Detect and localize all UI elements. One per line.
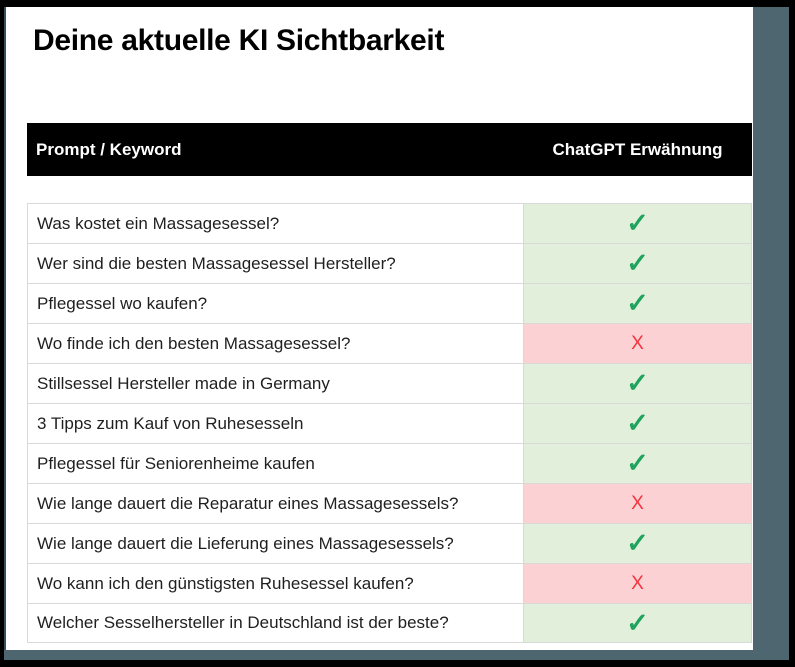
check-icon: ✓ bbox=[626, 528, 649, 558]
mention-cell: ✓ bbox=[523, 603, 752, 643]
prompt-cell: Wie lange dauert die Reparatur eines Mas… bbox=[27, 483, 523, 523]
mention-cell: ✓ bbox=[523, 403, 752, 443]
table-row: Pflegessel für Seniorenheime kaufen ✓ bbox=[27, 443, 752, 483]
prompt-cell: Wer sind die besten Massagesessel Herste… bbox=[27, 243, 523, 283]
table-row: Wo finde ich den besten Massagesessel? X bbox=[27, 323, 752, 363]
prompt-cell: Pflegessel wo kaufen? bbox=[27, 283, 523, 323]
prompt-cell: Wo kann ich den günstigsten Ruhesessel k… bbox=[27, 563, 523, 603]
mention-cell: ✓ bbox=[523, 523, 752, 563]
check-icon: ✓ bbox=[626, 408, 649, 438]
prompt-cell: Was kostet ein Massagesessel? bbox=[27, 203, 523, 243]
table-row: 3 Tipps zum Kauf von Ruhesesseln ✓ bbox=[27, 403, 752, 443]
mention-cell: ✓ bbox=[523, 443, 752, 483]
table-row: Pflegessel wo kaufen? ✓ bbox=[27, 283, 752, 323]
table-row: Wie lange dauert die Lieferung eines Mas… bbox=[27, 523, 752, 563]
cross-icon: X bbox=[631, 333, 644, 354]
column-header-mention: ChatGPT Erwähnung bbox=[552, 139, 723, 159]
cross-icon: X bbox=[631, 573, 644, 594]
prompt-cell: Wie lange dauert die Lieferung eines Mas… bbox=[27, 523, 523, 563]
cross-icon: X bbox=[631, 493, 644, 514]
report-page: Deine aktuelle KI Sichtbarkeit Prompt / … bbox=[4, 7, 753, 650]
prompt-cell: Pflegessel für Seniorenheime kaufen bbox=[27, 443, 523, 483]
page-title: Deine aktuelle KI Sichtbarkeit bbox=[33, 24, 445, 57]
check-icon: ✓ bbox=[626, 208, 649, 238]
prompt-cell: Wo finde ich den besten Massagesessel? bbox=[27, 323, 523, 363]
mention-cell: X bbox=[523, 483, 752, 523]
mention-cell: X bbox=[523, 563, 752, 603]
check-icon: ✓ bbox=[626, 368, 649, 398]
table-row: Wo kann ich den günstigsten Ruhesessel k… bbox=[27, 563, 752, 603]
check-icon: ✓ bbox=[626, 248, 649, 278]
check-icon: ✓ bbox=[626, 607, 649, 638]
column-header-prompt: Prompt / Keyword bbox=[36, 139, 182, 159]
table-header: Prompt / Keyword ChatGPT Erwähnung bbox=[27, 123, 752, 176]
table-row: Welcher Sesselhersteller in Deutschland … bbox=[27, 603, 752, 643]
check-icon: ✓ bbox=[626, 288, 649, 318]
table-row: Stillsessel Hersteller made in Germany ✓ bbox=[27, 363, 752, 403]
table-row: Wie lange dauert die Reparatur eines Mas… bbox=[27, 483, 752, 523]
visibility-table: Was kostet ein Massagesessel? ✓ Wer sind… bbox=[27, 203, 752, 643]
mention-cell: X bbox=[523, 323, 752, 363]
prompt-cell: Welcher Sesselhersteller in Deutschland … bbox=[27, 603, 523, 643]
mention-cell: ✓ bbox=[523, 243, 752, 283]
window-backdrop: Deine aktuelle KI Sichtbarkeit Prompt / … bbox=[4, 7, 789, 660]
table-row: Was kostet ein Massagesessel? ✓ bbox=[27, 203, 752, 243]
prompt-cell: Stillsessel Hersteller made in Germany bbox=[27, 363, 523, 403]
table-row: Wer sind die besten Massagesessel Herste… bbox=[27, 243, 752, 283]
check-icon: ✓ bbox=[626, 448, 649, 478]
mention-cell: ✓ bbox=[523, 283, 752, 323]
mention-cell: ✓ bbox=[523, 203, 752, 243]
prompt-cell: 3 Tipps zum Kauf von Ruhesesseln bbox=[27, 403, 523, 443]
mention-cell: ✓ bbox=[523, 363, 752, 403]
